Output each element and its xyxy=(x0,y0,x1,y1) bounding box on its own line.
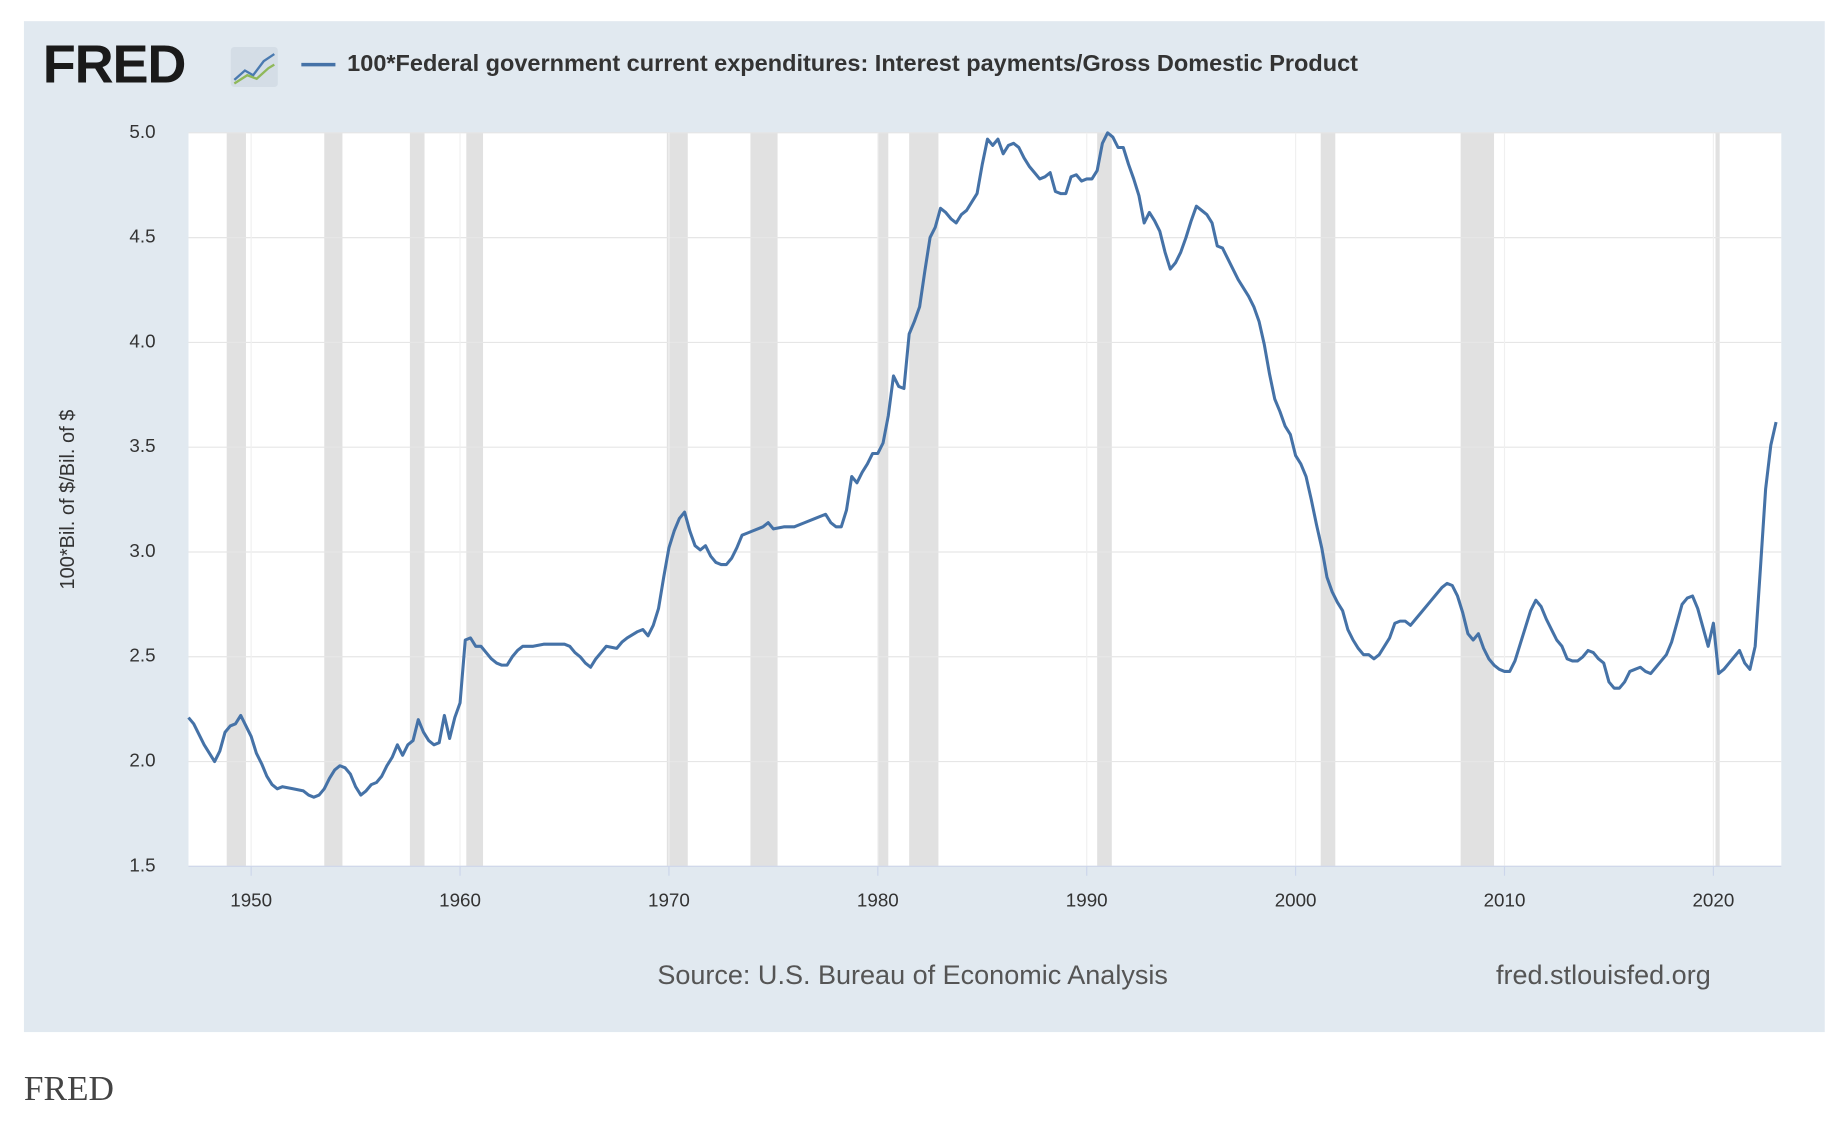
recession-band xyxy=(1320,132,1336,867)
recession-band xyxy=(1097,132,1112,867)
logo: FRED xyxy=(43,34,185,94)
y-tick-label: 4.0 xyxy=(129,330,155,351)
x-tick-label: 2010 xyxy=(1484,890,1526,911)
recession-band xyxy=(226,132,246,867)
recession-band xyxy=(1460,132,1495,867)
y-tick-label: 5.0 xyxy=(129,121,155,142)
recession-band xyxy=(409,132,425,867)
recession-band xyxy=(666,132,688,867)
plot xyxy=(187,131,1782,867)
legend-label: 100*Federal government current expenditu… xyxy=(347,50,1358,76)
x-tick-label: 1950 xyxy=(230,890,272,911)
y-tick-label: 4.5 xyxy=(129,226,155,247)
data-line xyxy=(187,131,1778,799)
recession-band xyxy=(1715,132,1720,867)
recession-band xyxy=(324,132,343,867)
y-tick-label: 2.0 xyxy=(129,750,155,771)
y-tick-label: 3.5 xyxy=(129,435,155,456)
recession-band xyxy=(909,132,939,867)
x-tick-label: 1970 xyxy=(648,890,690,911)
plot-area xyxy=(188,132,1782,867)
y-tick-label: 3.0 xyxy=(129,540,155,561)
y-tick-label: 2.5 xyxy=(129,645,155,666)
source-url: fred.stlouisfed.org xyxy=(1496,960,1711,990)
x-tick-label: 1960 xyxy=(439,890,481,911)
logo-icon-line xyxy=(233,53,275,81)
x-tick-label: 1980 xyxy=(857,890,899,911)
x-tick-label: 1990 xyxy=(1066,890,1108,911)
source-note: Source: U.S. Bureau of Economic Analysis xyxy=(657,960,1168,990)
recession-band xyxy=(877,132,889,867)
x-tick-label: 2000 xyxy=(1275,890,1317,911)
logo-icon-line xyxy=(233,63,275,85)
logo-icon xyxy=(230,47,278,87)
caption: FRED xyxy=(24,1069,114,1108)
y-axis-label: 100*Bil. of $/Bil. of $ xyxy=(57,410,79,590)
recession-band xyxy=(750,132,778,867)
recession-band xyxy=(466,132,484,867)
y-tick-label: 1.5 xyxy=(129,854,155,875)
x-tick-label: 2020 xyxy=(1692,890,1734,911)
